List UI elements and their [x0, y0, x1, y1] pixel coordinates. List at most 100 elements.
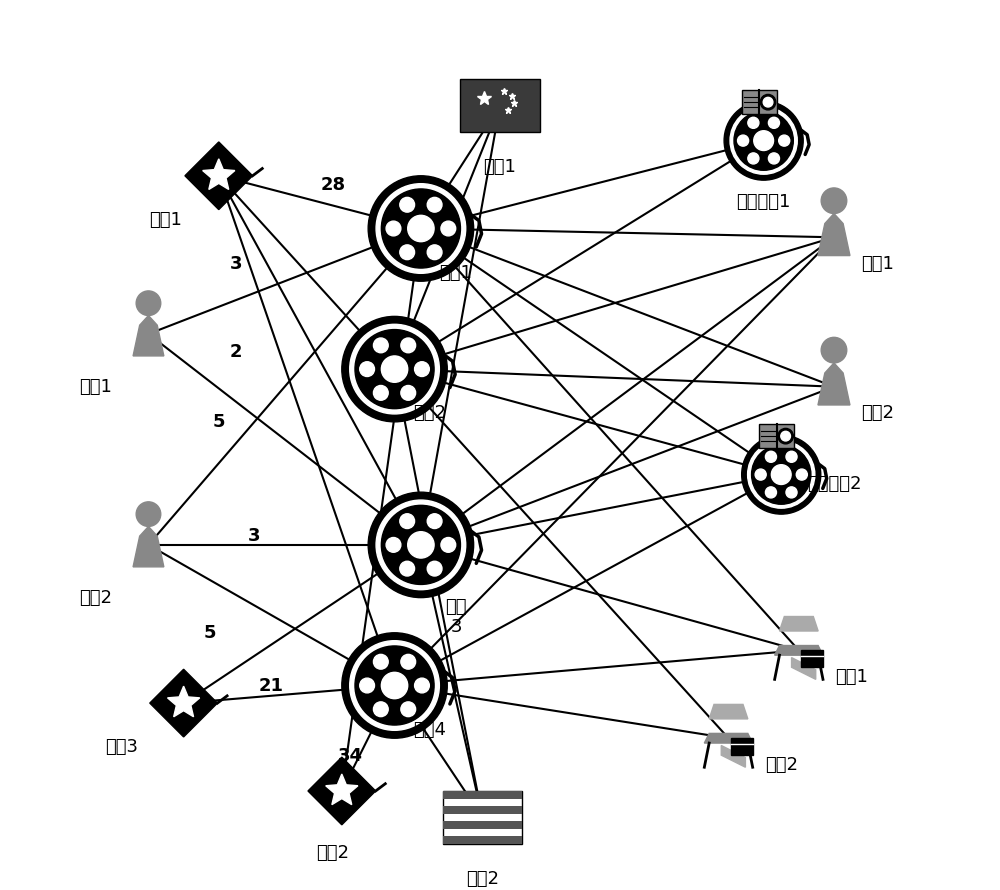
- Circle shape: [400, 245, 415, 260]
- Circle shape: [415, 361, 429, 376]
- Text: 21: 21: [259, 676, 284, 694]
- Circle shape: [748, 117, 759, 128]
- Circle shape: [427, 198, 442, 212]
- Circle shape: [408, 531, 434, 558]
- Text: 导演1: 导演1: [835, 668, 868, 686]
- Text: 5: 5: [204, 624, 216, 642]
- Circle shape: [427, 514, 442, 529]
- Circle shape: [748, 441, 815, 508]
- Polygon shape: [150, 669, 217, 737]
- Circle shape: [768, 153, 779, 164]
- Circle shape: [373, 385, 388, 400]
- Text: 导演2: 导演2: [765, 756, 798, 773]
- Text: 用户2: 用户2: [79, 589, 112, 607]
- Polygon shape: [203, 158, 235, 190]
- Circle shape: [386, 538, 401, 553]
- Text: 电影风格2: 电影风格2: [807, 474, 861, 492]
- Polygon shape: [818, 363, 850, 405]
- Circle shape: [381, 506, 460, 585]
- Circle shape: [441, 221, 456, 236]
- Circle shape: [786, 451, 797, 462]
- Circle shape: [401, 702, 416, 716]
- Circle shape: [342, 633, 447, 738]
- FancyBboxPatch shape: [443, 821, 522, 829]
- Circle shape: [415, 678, 429, 693]
- Polygon shape: [168, 686, 200, 716]
- Circle shape: [136, 291, 161, 316]
- Circle shape: [738, 135, 749, 146]
- Polygon shape: [801, 651, 823, 668]
- Text: 电影风格1: 电影风格1: [736, 193, 791, 211]
- Circle shape: [342, 316, 447, 422]
- Circle shape: [400, 562, 415, 576]
- Circle shape: [368, 492, 474, 597]
- Circle shape: [763, 97, 773, 107]
- Text: 28: 28: [320, 175, 346, 193]
- Circle shape: [381, 672, 408, 699]
- Circle shape: [441, 538, 456, 553]
- Polygon shape: [185, 142, 253, 210]
- FancyBboxPatch shape: [759, 424, 794, 449]
- FancyBboxPatch shape: [460, 79, 540, 132]
- Text: 标签1: 标签1: [150, 211, 182, 229]
- Circle shape: [350, 641, 439, 731]
- Circle shape: [401, 654, 416, 669]
- Polygon shape: [775, 645, 823, 655]
- Circle shape: [350, 324, 439, 414]
- Circle shape: [796, 469, 807, 480]
- Circle shape: [373, 338, 388, 352]
- Circle shape: [360, 678, 374, 693]
- Text: 34: 34: [338, 747, 363, 765]
- Text: 演员2: 演员2: [861, 404, 894, 422]
- Text: 5: 5: [213, 413, 225, 431]
- Circle shape: [768, 117, 779, 128]
- Polygon shape: [704, 733, 753, 743]
- Circle shape: [771, 465, 791, 484]
- Polygon shape: [792, 658, 816, 679]
- Text: 标签3: 标签3: [106, 738, 139, 756]
- Text: 2: 2: [230, 343, 243, 360]
- Circle shape: [401, 338, 416, 352]
- FancyBboxPatch shape: [443, 837, 522, 844]
- Circle shape: [821, 337, 847, 363]
- Circle shape: [368, 175, 474, 281]
- Circle shape: [400, 514, 415, 529]
- Circle shape: [754, 131, 774, 150]
- Circle shape: [381, 356, 408, 383]
- FancyBboxPatch shape: [443, 806, 522, 813]
- Text: 标签2: 标签2: [317, 844, 350, 862]
- Polygon shape: [133, 526, 164, 567]
- Circle shape: [386, 221, 401, 236]
- Circle shape: [748, 153, 759, 164]
- Circle shape: [355, 329, 434, 409]
- FancyBboxPatch shape: [443, 791, 522, 844]
- FancyBboxPatch shape: [742, 90, 777, 114]
- Polygon shape: [326, 774, 358, 805]
- Polygon shape: [709, 704, 748, 719]
- Text: 3: 3: [248, 527, 260, 545]
- Circle shape: [381, 189, 460, 268]
- Circle shape: [760, 94, 776, 109]
- Text: 3: 3: [230, 255, 243, 272]
- Text: 电影1: 电影1: [440, 263, 472, 281]
- Polygon shape: [133, 316, 164, 356]
- Circle shape: [136, 502, 161, 526]
- Circle shape: [734, 111, 793, 170]
- FancyBboxPatch shape: [443, 791, 522, 798]
- Circle shape: [778, 428, 793, 444]
- Polygon shape: [779, 617, 818, 631]
- Circle shape: [408, 215, 434, 242]
- Circle shape: [360, 361, 374, 376]
- Circle shape: [373, 702, 388, 716]
- Circle shape: [742, 435, 821, 514]
- Polygon shape: [721, 746, 745, 767]
- Circle shape: [779, 135, 790, 146]
- Polygon shape: [818, 214, 850, 255]
- Text: 电影
3: 电影 3: [445, 597, 467, 636]
- Circle shape: [376, 500, 466, 590]
- Text: 电影4: 电影4: [413, 721, 446, 739]
- Circle shape: [401, 385, 416, 400]
- Text: 电影2: 电影2: [413, 404, 446, 422]
- Circle shape: [355, 646, 434, 725]
- Text: 国家1: 国家1: [484, 158, 516, 176]
